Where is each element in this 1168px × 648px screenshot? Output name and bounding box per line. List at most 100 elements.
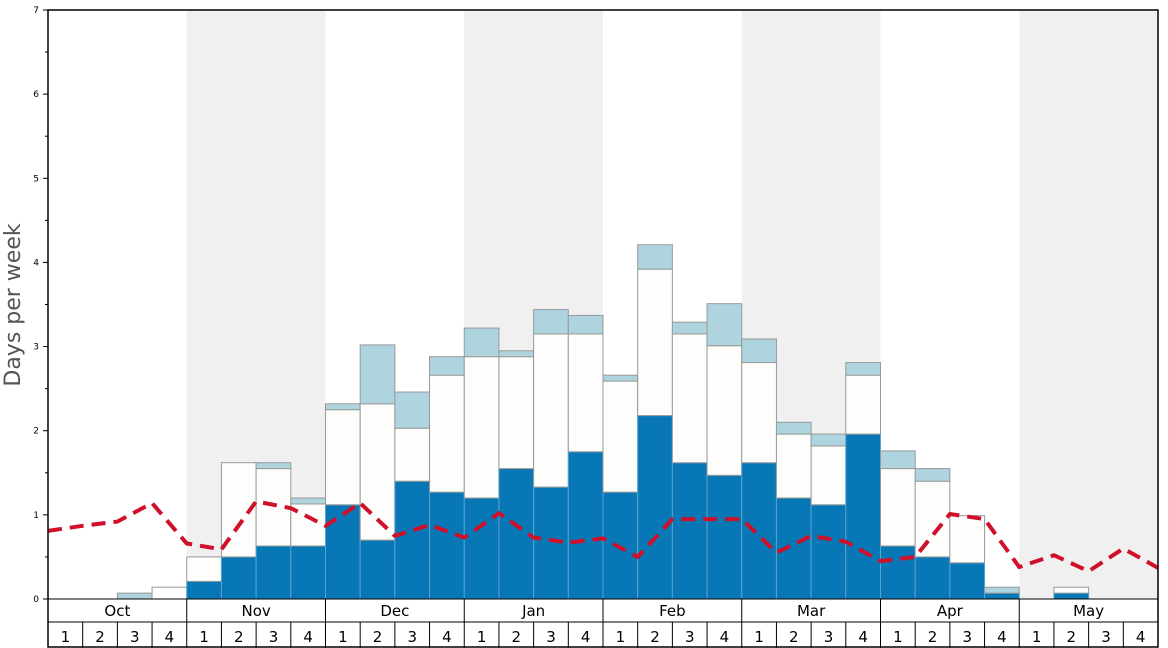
bar-white-10 — [394, 427, 431, 482]
bar-white-13 — [498, 356, 535, 470]
bar-dark-23 — [845, 433, 881, 600]
bar-light-2 — [116, 592, 153, 600]
bar-light-21 — [775, 421, 812, 435]
bar-white-4 — [186, 556, 222, 582]
bar-white-9 — [359, 403, 396, 541]
bar-dark-14 — [533, 486, 569, 600]
bar-dark-17 — [637, 415, 673, 600]
bar-dark-10 — [394, 480, 431, 600]
month-label-oct: Oct — [104, 602, 130, 620]
week-label: 2 — [512, 628, 522, 646]
bar-light-9 — [359, 344, 396, 405]
bar-white-26 — [949, 515, 986, 564]
y-tick-label: 5 — [33, 174, 39, 184]
week-label: 1 — [338, 628, 348, 646]
week-label: 1 — [893, 628, 903, 646]
bar-white-8 — [325, 409, 361, 506]
month-label-apr: Apr — [937, 602, 964, 620]
bar-dark-12 — [463, 497, 500, 600]
bar-white-25 — [914, 480, 951, 558]
bar-light-11 — [429, 356, 465, 376]
week-label: 4 — [442, 628, 452, 646]
week-label: 2 — [373, 628, 383, 646]
bar-light-24 — [880, 450, 916, 470]
bar-light-19 — [706, 303, 743, 347]
bar-dark-7 — [290, 545, 326, 600]
bar-white-3 — [151, 586, 188, 600]
week-label: 3 — [546, 628, 556, 646]
week-label: 3 — [407, 628, 417, 646]
week-label: 2 — [650, 628, 660, 646]
bar-light-27 — [984, 586, 1020, 594]
y-tick-label: 3 — [33, 343, 39, 353]
bar-light-6 — [255, 462, 292, 470]
week-label: 1 — [754, 628, 764, 646]
bar-light-12 — [463, 327, 500, 358]
week-label: 1 — [1032, 628, 1042, 646]
week-label: 3 — [269, 628, 279, 646]
bar-dark-29 — [1053, 592, 1090, 600]
bar-light-14 — [533, 309, 569, 335]
bar-light-22 — [810, 433, 847, 447]
bar-dark-5 — [220, 556, 257, 600]
bar-dark-4 — [186, 580, 222, 600]
month-label-dec: Dec — [380, 602, 409, 620]
bar-light-13 — [498, 350, 535, 358]
y-tick-label: 6 — [33, 90, 39, 100]
bar-dark-22 — [810, 504, 847, 600]
week-label: 2 — [95, 628, 105, 646]
bar-white-16 — [602, 380, 639, 493]
bar-dark-18 — [671, 462, 708, 600]
y-tick-label: 2 — [33, 427, 39, 437]
week-label: 1 — [199, 628, 209, 646]
bar-light-15 — [567, 314, 604, 335]
week-label: 2 — [234, 628, 244, 646]
month-label-may: May — [1073, 602, 1104, 620]
week-label: 1 — [616, 628, 626, 646]
y-tick-label: 7 — [33, 6, 39, 16]
bar-light-23 — [845, 362, 881, 376]
bar-dark-11 — [429, 491, 465, 600]
week-label: 4 — [720, 628, 730, 646]
y-tick-label: 0 — [33, 595, 39, 605]
bar-light-8 — [325, 403, 361, 411]
week-label: 3 — [130, 628, 140, 646]
bar-white-20 — [741, 362, 777, 464]
bar-dark-26 — [949, 562, 986, 600]
bar-light-25 — [914, 468, 951, 482]
bar-white-22 — [810, 445, 847, 506]
bar-white-18 — [671, 333, 708, 464]
month-shade-may — [1019, 10, 1158, 599]
bar-dark-6 — [255, 545, 292, 600]
bar-light-10 — [394, 391, 431, 429]
bar-white-24 — [880, 468, 916, 547]
bar-dark-19 — [706, 474, 743, 600]
bar-dark-20 — [741, 462, 777, 600]
bar-dark-9 — [359, 539, 396, 600]
month-label-jan: Jan — [521, 602, 545, 620]
week-label: 4 — [581, 628, 591, 646]
bar-white-17 — [637, 268, 673, 417]
week-label: 4 — [1136, 628, 1146, 646]
bar-dark-25 — [914, 556, 951, 600]
month-label-mar: Mar — [797, 602, 826, 620]
bar-white-29 — [1053, 586, 1090, 594]
week-label: 3 — [962, 628, 972, 646]
week-label: 4 — [303, 628, 313, 646]
bar-light-17 — [637, 244, 673, 270]
bar-light-7 — [290, 497, 326, 505]
bar-white-11 — [429, 374, 465, 493]
week-label: 3 — [824, 628, 834, 646]
week-label: 2 — [1067, 628, 1077, 646]
month-label-feb: Feb — [659, 602, 686, 620]
week-label: 4 — [165, 628, 175, 646]
week-label: 4 — [858, 628, 868, 646]
bar-white-12 — [463, 356, 500, 499]
bar-light-20 — [741, 338, 777, 364]
bar-dark-15 — [567, 451, 604, 600]
bar-white-19 — [706, 345, 743, 476]
week-label: 3 — [685, 628, 695, 646]
y-axis-label: Days per week — [1, 223, 26, 386]
bar-white-15 — [567, 333, 604, 453]
bar-dark-8 — [325, 504, 361, 600]
